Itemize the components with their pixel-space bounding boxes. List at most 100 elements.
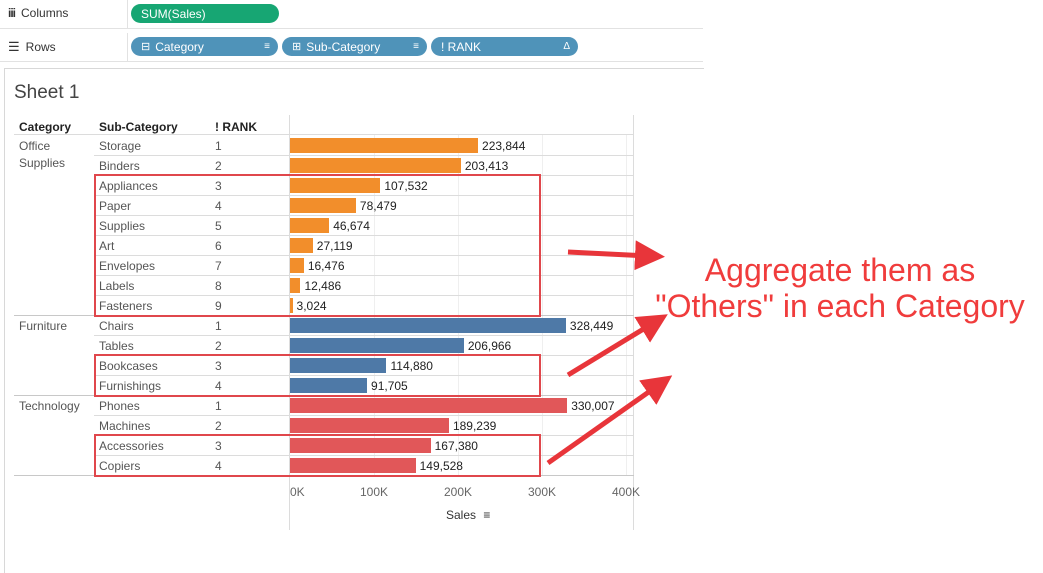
rank-label: 3 [215, 439, 222, 453]
highlight-box [94, 354, 541, 397]
sub-category-label: Labels [99, 279, 135, 293]
gridline [458, 135, 459, 475]
bar-value-label: 330,007 [571, 399, 615, 413]
sub-category-label: Paper [99, 199, 132, 213]
sub-category-label: Fasteners [99, 299, 153, 313]
chart-right-border [633, 115, 634, 530]
bar-value-label: 206,966 [467, 339, 512, 353]
sub-category-pill[interactable]: ⊞ Sub-Category ≡ [282, 37, 427, 56]
sort-icon[interactable]: ≡ [413, 41, 419, 52]
bar[interactable] [290, 398, 568, 413]
shelf-divider [127, 0, 128, 28]
row-divider [94, 275, 634, 276]
x-axis-title: Sales ≡ [446, 508, 491, 522]
sub-category-label: Appliances [99, 179, 158, 193]
sort-icon[interactable]: ≡ [264, 41, 270, 52]
sub-category-label: Envelopes [99, 259, 156, 273]
highlight-box [94, 174, 541, 317]
delta-icon: Δ [563, 41, 570, 52]
gridline [374, 135, 375, 475]
rank-label: 4 [215, 379, 222, 393]
bar[interactable] [290, 138, 479, 153]
bar[interactable] [290, 438, 431, 453]
x-tick-label: 100K [360, 485, 389, 499]
bar[interactable] [290, 178, 381, 193]
rank-label: 7 [215, 259, 222, 273]
sub-category-label: Copiers [99, 459, 141, 473]
rank-label: 8 [215, 279, 222, 293]
x-tick-label: 300K [528, 485, 557, 499]
rows-icon: ☰ [8, 39, 20, 54]
arrow-technology [546, 375, 673, 466]
rank-label: 6 [215, 239, 222, 253]
category-label: Office Supplies [19, 139, 66, 170]
bar[interactable] [290, 198, 356, 213]
bar-value-label: 114,880 [390, 359, 433, 373]
gridline [542, 135, 543, 475]
bar[interactable] [290, 378, 368, 393]
highlight-box [94, 434, 541, 477]
header-sub-category: Sub-Category [99, 120, 178, 134]
rank-label: 9 [215, 299, 222, 313]
bar[interactable] [290, 218, 330, 233]
x-tick-label: 0K [290, 485, 305, 499]
rank-label: 1 [215, 399, 222, 413]
bar[interactable] [290, 278, 301, 293]
rank-label: 3 [215, 179, 222, 193]
rank-label: 5 [215, 219, 222, 233]
sub-category-label: Furnishings [99, 379, 162, 393]
bar-value-label: 78,479 [359, 199, 397, 213]
rank-label: 1 [215, 319, 222, 333]
axis-line [289, 115, 290, 530]
bar-value-label: 12,486 [304, 279, 342, 293]
collapse-icon[interactable]: ⊟ [141, 41, 151, 53]
bar[interactable] [290, 258, 304, 273]
bar[interactable] [290, 298, 293, 313]
sub-category-label: Bookcases [99, 359, 158, 373]
rank-pill[interactable]: ! RANK Δ [431, 37, 578, 56]
sub-category-label: Storage [99, 139, 142, 153]
row-divider [94, 255, 634, 256]
bar[interactable] [290, 358, 387, 373]
sheet-title: Sheet 1 [14, 82, 80, 103]
bar-value-label: 91,705 [371, 379, 408, 393]
bar-value-label: 149,528 [419, 459, 463, 473]
bar[interactable] [290, 338, 464, 353]
bar-value-label: 27,119 [316, 239, 353, 253]
sort-icon[interactable]: ≡ [483, 508, 491, 522]
expand-icon[interactable]: ⊞ [292, 41, 302, 53]
columns-shelf: iii Columns SUM(Sales) [0, 0, 703, 29]
bar[interactable] [290, 318, 566, 333]
gridline [626, 135, 627, 475]
rank-label: 2 [215, 419, 222, 433]
bar-value-label: 3,024 [296, 299, 327, 313]
header-category: Category [19, 120, 72, 134]
sum-sales-pill[interactable]: SUM(Sales) [131, 4, 279, 23]
bar[interactable] [290, 458, 416, 473]
bar[interactable] [290, 158, 461, 173]
bar[interactable] [290, 418, 449, 433]
rank-label: 2 [215, 159, 222, 173]
columns-icon: iii [8, 6, 16, 20]
x-tick-label: 400K [612, 485, 641, 499]
category-pill[interactable]: ⊟ Category ≡ [131, 37, 278, 56]
arrow-furniture [566, 314, 668, 378]
row-divider [94, 375, 634, 376]
row-divider [94, 195, 634, 196]
header-divider [14, 134, 634, 135]
row-divider [94, 295, 634, 296]
bar-value-label: 46,674 [333, 219, 370, 233]
worksheet-area [4, 68, 704, 573]
rank-label: 4 [215, 459, 222, 473]
bar[interactable] [290, 238, 313, 253]
sub-category-label: Tables [99, 339, 134, 353]
row-divider [94, 455, 634, 456]
bar-value-label: 223,844 [482, 139, 526, 153]
bar-value-label: 189,239 [452, 419, 497, 433]
row-divider [94, 335, 634, 336]
bar-value-label: 107,532 [384, 179, 428, 193]
header-rank: ! RANK [215, 120, 257, 134]
rank-label: 3 [215, 359, 222, 373]
sub-category-label: Accessories [99, 439, 164, 453]
